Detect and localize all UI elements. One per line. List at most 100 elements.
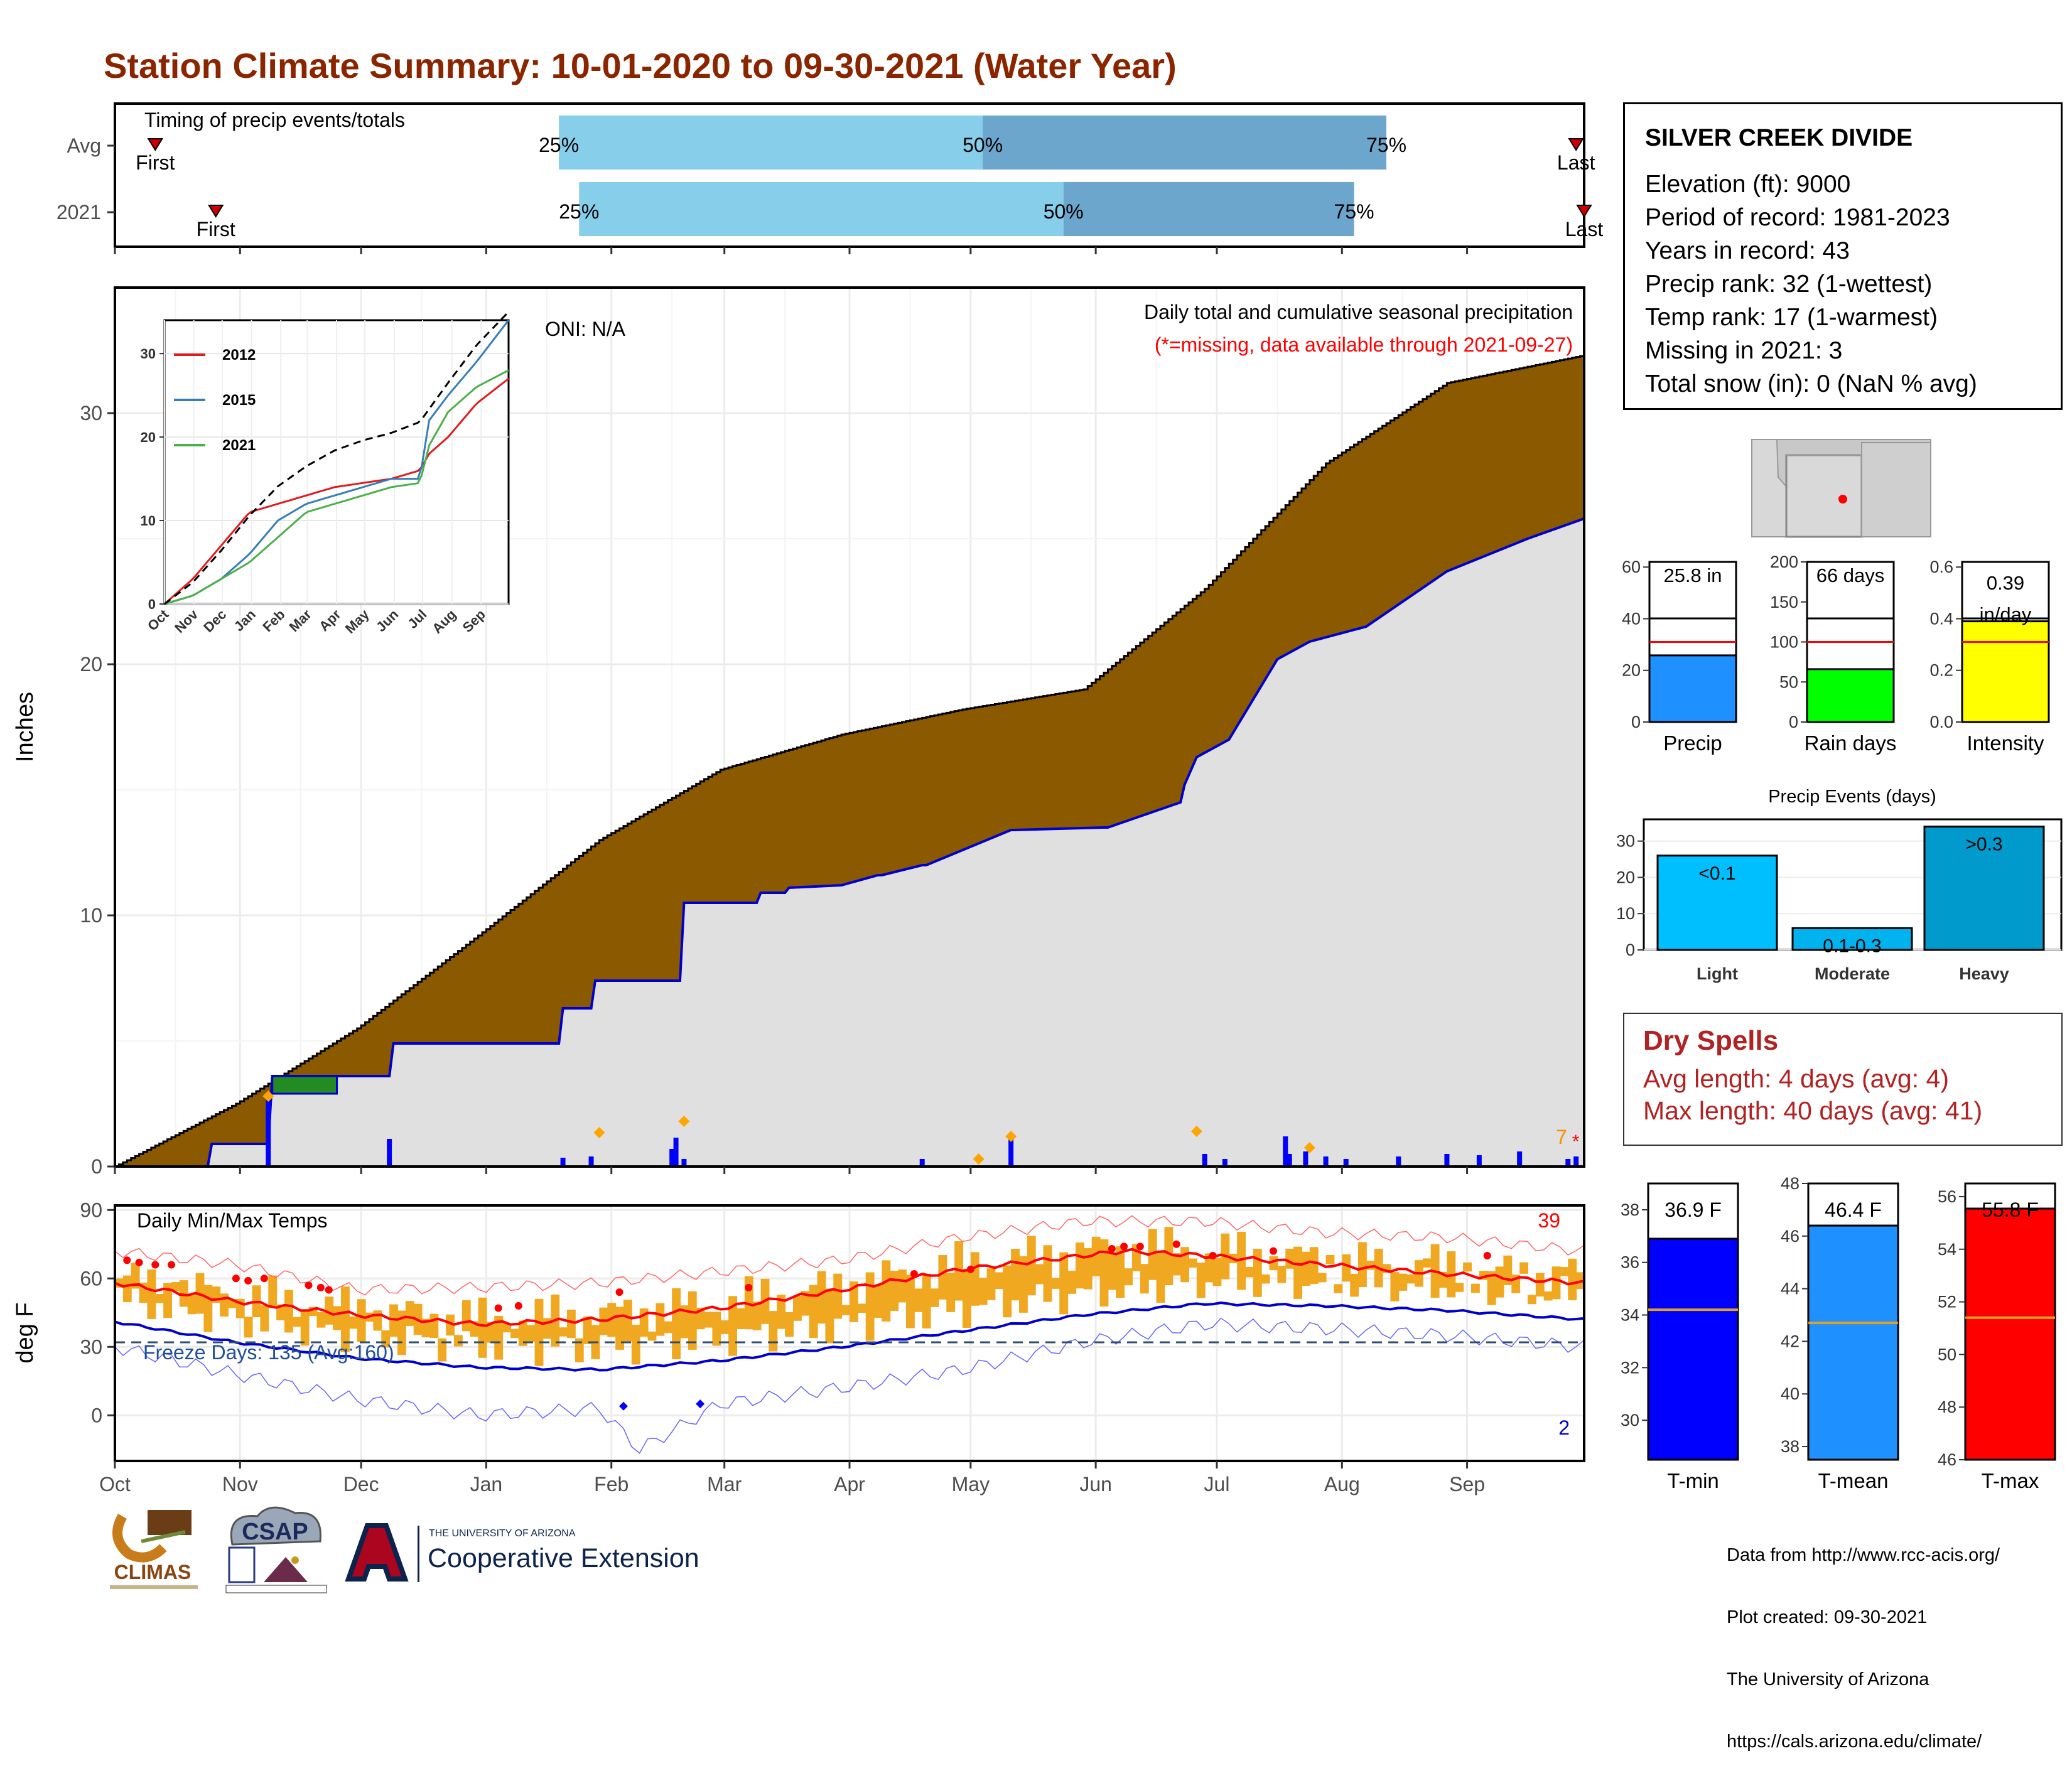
daily-precip-bar — [588, 1156, 594, 1167]
daily-temp-bar — [1116, 1246, 1125, 1298]
mini-category: Rain days — [1805, 731, 1897, 755]
precip-missing-count: 7 — [1556, 1126, 1567, 1148]
daily-temp-bar — [1543, 1291, 1553, 1301]
daily-temp-bar — [938, 1255, 947, 1300]
daily-temp-bar — [1406, 1274, 1415, 1284]
daily-temp-bar — [1099, 1239, 1109, 1307]
record-high-marker — [1108, 1245, 1116, 1253]
ua-small-text: THE UNIVERSITY OF ARIZONA — [429, 1528, 576, 1539]
precip-plot: * 0 10 20 30 — [80, 355, 1585, 1178]
timing-row-label: 2021 — [57, 201, 101, 224]
inset-xtick-label: Aug — [429, 606, 459, 637]
daily-temp-bar — [405, 1301, 414, 1326]
temp-title: Daily Min/Max Temps — [137, 1209, 327, 1232]
ytick-label: 0 — [91, 1404, 102, 1426]
month-label: Dec — [343, 1473, 379, 1495]
csap-logo: CSAP — [220, 1501, 333, 1598]
record-high-marker — [745, 1283, 753, 1291]
mini-ytick-label: 0.2 — [1929, 661, 1953, 680]
mini-ytick-label: 40 — [1622, 609, 1641, 628]
timing-p25: 25% — [559, 200, 599, 223]
daily-temp-bar — [1140, 1264, 1149, 1294]
daily-temp-bar — [801, 1291, 810, 1316]
daily-temp-bar — [1325, 1254, 1335, 1264]
daily-temp-bar — [1277, 1266, 1287, 1283]
climas-logo-text: CLIMAS — [114, 1561, 192, 1583]
heavy-event-marker — [1005, 1131, 1017, 1142]
daily-temp-bar — [1011, 1249, 1020, 1301]
timing-p50: 50% — [1044, 200, 1084, 223]
oni-label: ONI: N/A — [545, 318, 626, 340]
daily-precip-bar — [560, 1158, 566, 1167]
mini-ytick-label: 0.6 — [1929, 558, 1953, 576]
daily-temp-bar — [478, 1297, 487, 1358]
record-high-marker — [1209, 1251, 1217, 1259]
daily-temp-bar — [1302, 1251, 1310, 1286]
daily-temp-bar — [737, 1308, 745, 1329]
record-high-marker — [966, 1265, 974, 1273]
record-high-marker — [1172, 1240, 1180, 1248]
mini-category: Precip — [1663, 731, 1722, 755]
events-value-label: 0.1-0.3 — [1823, 935, 1881, 956]
record-low-count: 2 — [1558, 1416, 1570, 1439]
daily-temp-bar — [147, 1269, 156, 1319]
daily-temp-bar — [421, 1318, 431, 1338]
station-info-box: SILVER CREEK DIVIDE Elevation (ft): 9000… — [1623, 102, 2063, 410]
daily-temp-bar — [1204, 1253, 1214, 1283]
summary-bars: 0 20 40 60 Precip 25.8 in 0 50 100 150 200 Rain day… — [1622, 552, 2050, 755]
daily-temp-bar — [155, 1293, 165, 1303]
daily-temp-bar — [1261, 1274, 1270, 1284]
daily-precip-bar — [1396, 1156, 1401, 1167]
daily-temp-bar — [930, 1288, 939, 1307]
avg-max-line — [114, 1248, 1585, 1327]
daily-temp-bar — [260, 1305, 269, 1332]
mini-ytick-label: 0.4 — [1929, 609, 1953, 628]
mini-bar — [1806, 668, 1895, 723]
record-high-marker — [244, 1276, 252, 1285]
tsum-bar — [1807, 1224, 1899, 1461]
csap-logo-text: CSAP — [242, 1519, 308, 1545]
tsum-ytick-label: 44 — [1781, 1280, 1800, 1298]
daily-temp-bar — [284, 1290, 293, 1333]
mini-ytick-label: 150 — [1770, 593, 1798, 612]
daily-temp-bar — [712, 1312, 721, 1346]
inset-legend-label: 2012 — [222, 347, 256, 364]
tsum-category: T-mean — [1818, 1469, 1889, 1492]
daily-temp-bar — [1019, 1256, 1028, 1313]
tsum-value-label: 55.8 F — [1982, 1199, 2039, 1221]
daily-temp-bar — [1156, 1250, 1165, 1303]
inset-ytick-label: 0 — [148, 596, 156, 612]
month-label: Sep — [1449, 1473, 1485, 1495]
mini-value-label: 25.8 in — [1663, 564, 1722, 586]
daily-temp-bar — [995, 1272, 1004, 1290]
tsum-category: T-min — [1667, 1469, 1719, 1492]
daily-temp-bar — [203, 1285, 213, 1332]
station-line: Missing in 2021: 3 — [1645, 337, 1843, 364]
events-category: Heavy — [1959, 964, 2009, 983]
daily-temp-bar — [664, 1321, 673, 1334]
month-label: May — [952, 1473, 990, 1495]
events-value-label: >0.3 — [1965, 834, 2002, 855]
mini-value-label: 0.39 — [1987, 572, 2024, 594]
events-value-label: <0.1 — [1698, 863, 1735, 884]
daily-temp-bar — [1124, 1268, 1133, 1286]
station-line: Elevation (ft): 9000 — [1645, 171, 1851, 198]
tsum-ytick-label: 34 — [1621, 1306, 1639, 1325]
daily-temp-bar — [1560, 1267, 1569, 1276]
daily-temp-bar — [454, 1335, 463, 1347]
daily-temp-bar — [389, 1304, 398, 1337]
tsum-ytick-label: 32 — [1621, 1358, 1639, 1377]
daily-temp-bar — [647, 1331, 657, 1341]
freeze-days-label: Freeze Days: 135 (Avg:160) — [143, 1341, 394, 1364]
daily-temp-bar — [906, 1275, 915, 1328]
record-high-count: 39 — [1538, 1209, 1560, 1232]
avg-min-line — [114, 1301, 1585, 1372]
daily-precip-bar — [1008, 1138, 1014, 1167]
daily-temp-bar — [728, 1296, 737, 1356]
mini-ytick-label: 100 — [1770, 633, 1798, 652]
events-ytick-label: 30 — [1616, 832, 1635, 851]
daily-temp-bar — [276, 1304, 285, 1320]
ytick-label: 30 — [80, 1335, 102, 1358]
daily-temp-bar — [171, 1282, 180, 1291]
inset-legend-label: 2021 — [222, 437, 256, 454]
